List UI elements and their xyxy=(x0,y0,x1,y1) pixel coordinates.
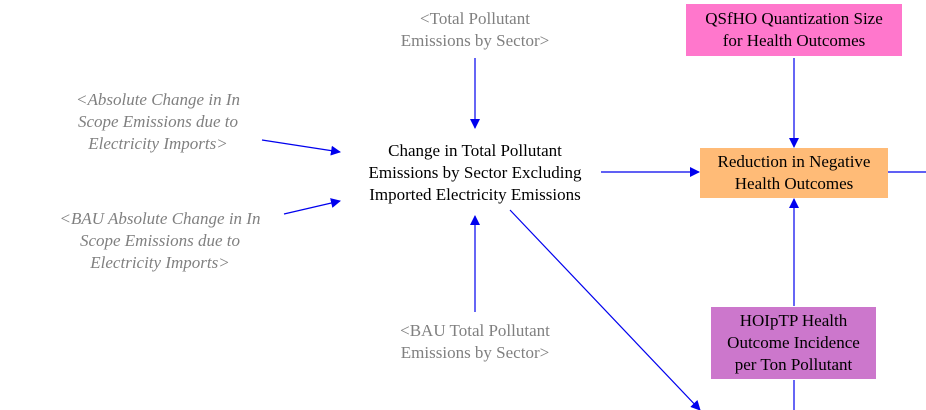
bau-total-pollutant-shadow-line-2: Emissions by Sector> xyxy=(400,343,550,362)
change-total-line-1: Change in Total Pollutant xyxy=(388,141,562,160)
arrow-bau-abs-change-to-change xyxy=(283,198,341,215)
total-pollutant-emissions-shadow-variable[interactable]: <Total Pollutant Emissions by Sector> xyxy=(370,8,580,52)
qsfho-quantization-size-box[interactable]: QSfHO Quantization Size for Health Outco… xyxy=(686,4,902,56)
reduction-in-negative-health-outcomes-box[interactable]: Reduction in Negative Health Outcomes xyxy=(700,148,888,198)
bau-abs-change-shadow-line-2: Scope Emissions due to xyxy=(79,231,241,250)
total-pollutant-shadow-line-2: Emissions by Sector> xyxy=(400,31,550,50)
total-pollutant-shadow-line-1: <Total Pollutant xyxy=(420,9,530,28)
bau-abs-change-shadow-line-1: <BAU Absolute Change in In xyxy=(59,209,261,228)
hoiptp-line-1: HOIpTP Health xyxy=(739,311,848,330)
arrow-abs-change-to-change xyxy=(261,139,341,156)
hoiptp-line-2: Outcome Incidence xyxy=(727,333,860,352)
abs-change-shadow-line-1: <Absolute Change in In xyxy=(76,90,240,109)
abs-change-shadow-line-2: Scope Emissions due to xyxy=(77,112,239,131)
hoiptp-line-3: per Ton Pollutant xyxy=(734,355,853,374)
change-total-line-3: Imported Electricity Emissions xyxy=(369,185,581,204)
bau-abs-change-shadow-line-3: Electricity Imports> xyxy=(90,253,230,272)
qsfho-line-1: QSfHO Quantization Size xyxy=(705,9,883,28)
arrow-change-to-offscreen-bottom xyxy=(509,209,701,410)
bau-total-pollutant-emissions-shadow-variable[interactable]: <BAU Total Pollutant Emissions by Sector… xyxy=(370,320,580,364)
bau-total-pollutant-shadow-line-1: <BAU Total Pollutant xyxy=(400,321,550,340)
hoiptp-health-outcome-incidence-box[interactable]: HOIpTP Health Outcome Incidence per Ton … xyxy=(711,307,876,379)
absolute-change-in-scope-emissions-shadow-variable[interactable]: <Absolute Change in In Scope Emissions d… xyxy=(40,89,276,155)
reduction-line-1: Reduction in Negative xyxy=(717,152,871,171)
change-total-line-2: Emissions by Sector Excluding xyxy=(368,163,582,182)
change-in-total-pollutant-emissions-variable[interactable]: Change in Total Pollutant Emissions by S… xyxy=(340,140,610,206)
bau-absolute-change-in-scope-emissions-shadow-variable[interactable]: <BAU Absolute Change in In Scope Emissio… xyxy=(30,208,290,274)
reduction-line-2: Health Outcomes xyxy=(734,174,854,193)
qsfho-line-2: for Health Outcomes xyxy=(722,31,866,50)
abs-change-shadow-line-3: Electricity Imports> xyxy=(88,134,228,153)
